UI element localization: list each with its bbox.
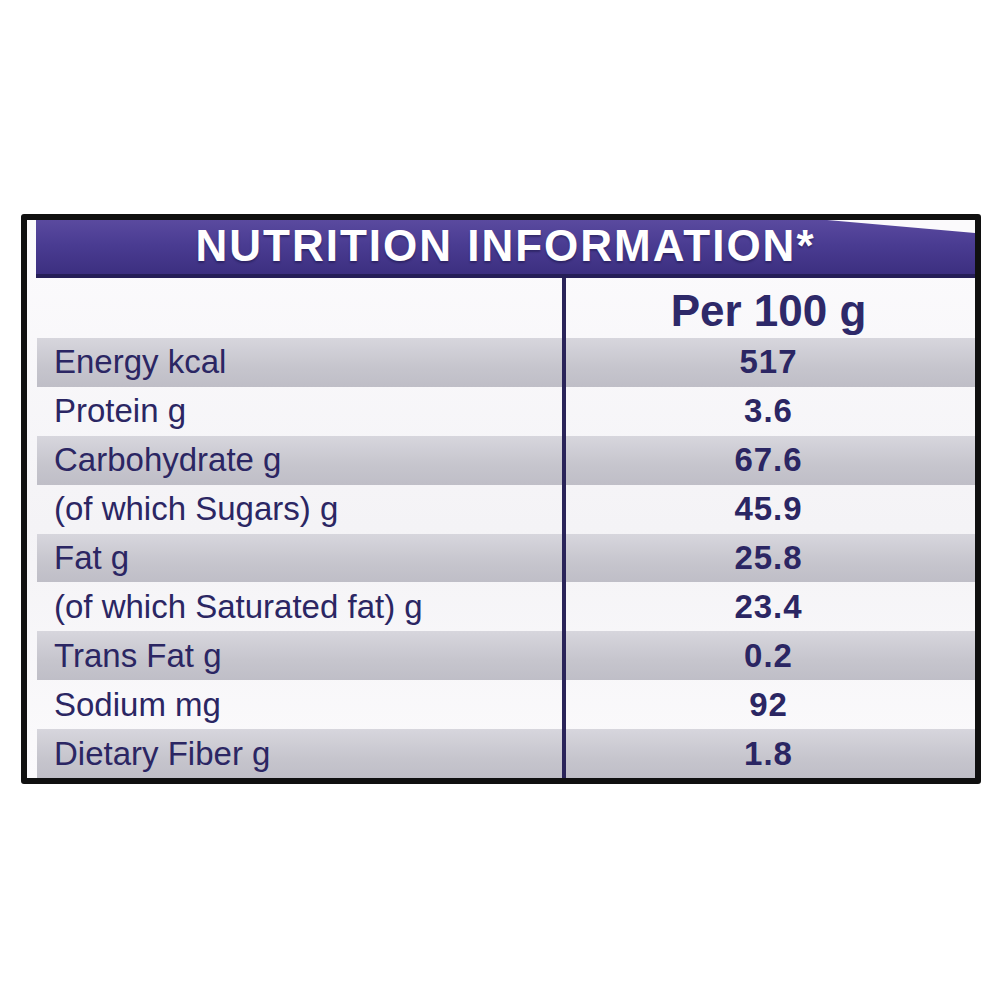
row-label: Fat g <box>37 539 562 577</box>
nutrition-title: NUTRITION INFORMATION* <box>195 224 815 270</box>
nutrition-table: Energy kcal 517 Protein g 3.6 Carbohydra… <box>27 338 975 778</box>
table-row-sugars: (of which Sugars) g 45.9 <box>27 485 975 534</box>
table-row-sodium: Sodium mg 92 <box>27 680 975 729</box>
column-divider <box>562 278 566 778</box>
row-value: 25.8 <box>562 539 975 577</box>
table-row-fat: Fat g 25.8 <box>37 534 975 583</box>
nutrition-facts-card: NUTRITION INFORMATION* Per 100 g Energy … <box>21 214 981 784</box>
table-row-trans-fat: Trans Fat g 0.2 <box>37 631 975 680</box>
table-row-carbohydrate: Carbohydrate g 67.6 <box>37 436 975 485</box>
row-value: 23.4 <box>562 588 975 626</box>
row-label: Protein g <box>27 392 562 430</box>
row-label: Dietary Fiber g <box>37 735 562 773</box>
table-row-dietary-fiber: Dietary Fiber g 1.8 <box>37 729 975 778</box>
row-value: 3.6 <box>562 392 975 430</box>
row-label: Energy kcal <box>37 343 562 381</box>
row-label: Sodium mg <box>27 686 562 724</box>
row-value: 0.2 <box>562 637 975 675</box>
row-label: Trans Fat g <box>37 637 562 675</box>
row-value: 67.6 <box>562 441 975 479</box>
row-value: 92 <box>562 686 975 724</box>
row-label: (of which Sugars) g <box>27 490 562 528</box>
corner-glare <box>827 220 975 233</box>
title-band: NUTRITION INFORMATION* <box>36 220 975 278</box>
table-row-protein: Protein g 3.6 <box>27 387 975 436</box>
row-label: (of which Saturated fat) g <box>27 588 562 626</box>
row-label: Carbohydrate g <box>37 441 562 479</box>
page-background: NUTRITION INFORMATION* Per 100 g Energy … <box>0 0 1000 1000</box>
table-row-saturated-fat: (of which Saturated fat) g 23.4 <box>27 582 975 631</box>
per-100g-column-header: Per 100 g <box>562 280 975 336</box>
row-value: 517 <box>562 343 975 381</box>
table-row-energy: Energy kcal 517 <box>37 338 975 387</box>
row-value: 1.8 <box>562 735 975 773</box>
column-header-row: Per 100 g <box>27 278 975 338</box>
row-value: 45.9 <box>562 490 975 528</box>
